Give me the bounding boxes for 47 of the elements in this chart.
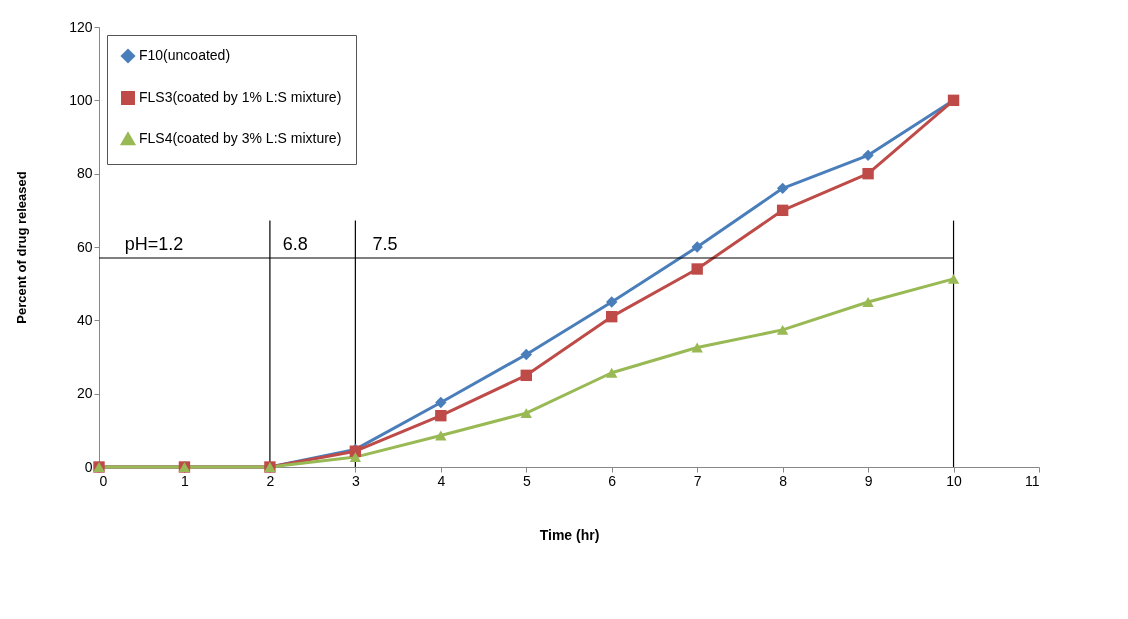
y-tick-label: 80 [76, 165, 93, 182]
x-tick-label: 5 [522, 472, 531, 489]
legend-label: F10(uncoated) [139, 47, 231, 63]
x-tick-label: 11 [1024, 472, 1040, 489]
y-tick-label: 0 [84, 458, 93, 475]
x-tick-label: 1 [181, 472, 190, 489]
point [520, 348, 532, 361]
point [862, 149, 874, 162]
y-tick-label: 60 [76, 238, 93, 255]
point [435, 396, 447, 409]
point [691, 342, 703, 353]
point [606, 310, 618, 323]
point [776, 182, 789, 195]
y-tick-label: 100 [69, 91, 93, 108]
y-tick-label: 120 [69, 18, 93, 35]
point [349, 452, 362, 463]
x-tick-label: 4 [437, 472, 446, 489]
point [520, 369, 532, 382]
y-tick-label: 20 [76, 385, 93, 402]
y-axis-title: Percent of drug released [14, 171, 30, 324]
point [606, 367, 618, 378]
point [435, 430, 447, 441]
legend-label: FLS4(coated by 3% L:S mixture) [139, 130, 342, 146]
point [776, 204, 789, 217]
x-tick-label: 0 [99, 472, 108, 489]
x-tick-label: 6 [608, 472, 617, 489]
x-axis-title: Time (hr) [539, 526, 600, 543]
point [520, 408, 532, 419]
y-tick-label: 40 [76, 311, 93, 328]
legend-label: FLS3(coated by 1% L:S mixture) [139, 89, 342, 105]
point [862, 167, 874, 180]
point [776, 324, 789, 335]
point [691, 241, 703, 253]
point [947, 273, 960, 284]
annotation: pH=1.2 [124, 234, 184, 255]
x-tick-label: 3 [351, 472, 360, 489]
point [435, 409, 447, 422]
x-tick-label: 10 [946, 472, 963, 489]
x-tick-label: 2 [266, 472, 275, 489]
x-tick-label: 8 [779, 472, 788, 489]
annotation: 7.5 [372, 234, 398, 255]
point [691, 263, 703, 275]
x-tick-label: 9 [864, 472, 873, 489]
point [606, 296, 618, 308]
x-tick-label: 7 [693, 472, 702, 489]
annotation: 6.8 [282, 234, 308, 255]
point [862, 297, 874, 307]
